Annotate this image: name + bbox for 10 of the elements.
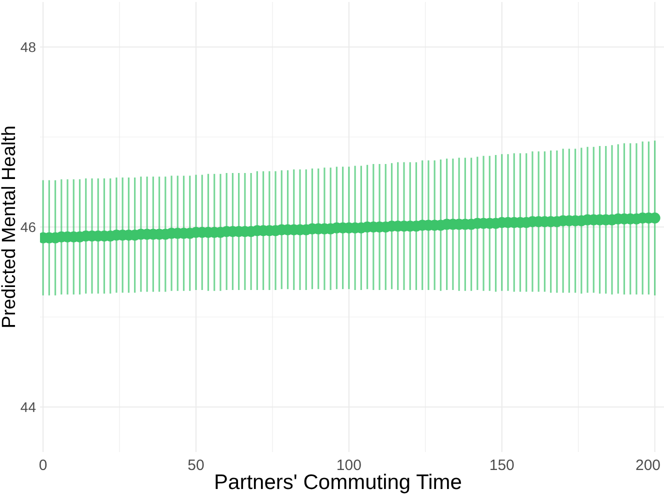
- x-tick-label: 50: [188, 457, 204, 474]
- y-tick-label: 44: [20, 398, 36, 415]
- x-tick-label: 150: [489, 457, 514, 474]
- y-tick-label: 48: [20, 38, 36, 55]
- x-tick-label: 100: [336, 457, 362, 474]
- x-tick-label: 0: [38, 457, 48, 474]
- y-axis-title: Predicted Mental Health: [0, 126, 20, 328]
- x-tick-label: 200: [635, 457, 661, 474]
- x-axis-title: Partners' Commuting Time: [214, 471, 462, 494]
- y-tick-label: 46: [20, 218, 36, 235]
